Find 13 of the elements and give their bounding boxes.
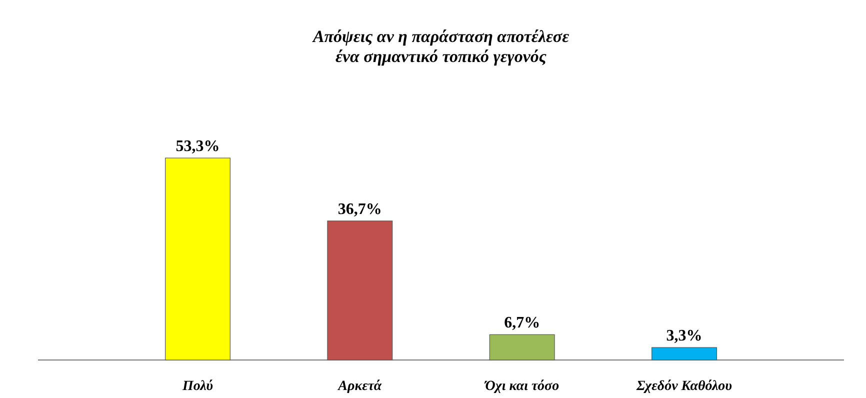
x-tick-label: Αρκετά — [337, 379, 382, 394]
bar — [652, 347, 717, 360]
x-tick-label: Σχεδόν Καθόλου — [635, 379, 732, 394]
data-label: 36,7% — [338, 200, 382, 218]
x-tick-label: Όχι και τόσο — [484, 379, 560, 394]
bar — [165, 158, 230, 360]
data-label: 3,3% — [666, 327, 702, 344]
data-label: 53,3% — [176, 138, 220, 155]
x-tick-label: Πολύ — [181, 379, 214, 394]
data-label: 6,7% — [504, 314, 540, 332]
chart-title: Απόψεις αν η παράσταση αποτέλεσε ένα σημαντικό τοπικό γεγονός — [312, 27, 570, 66]
bar — [327, 220, 393, 360]
bar — [489, 334, 555, 360]
